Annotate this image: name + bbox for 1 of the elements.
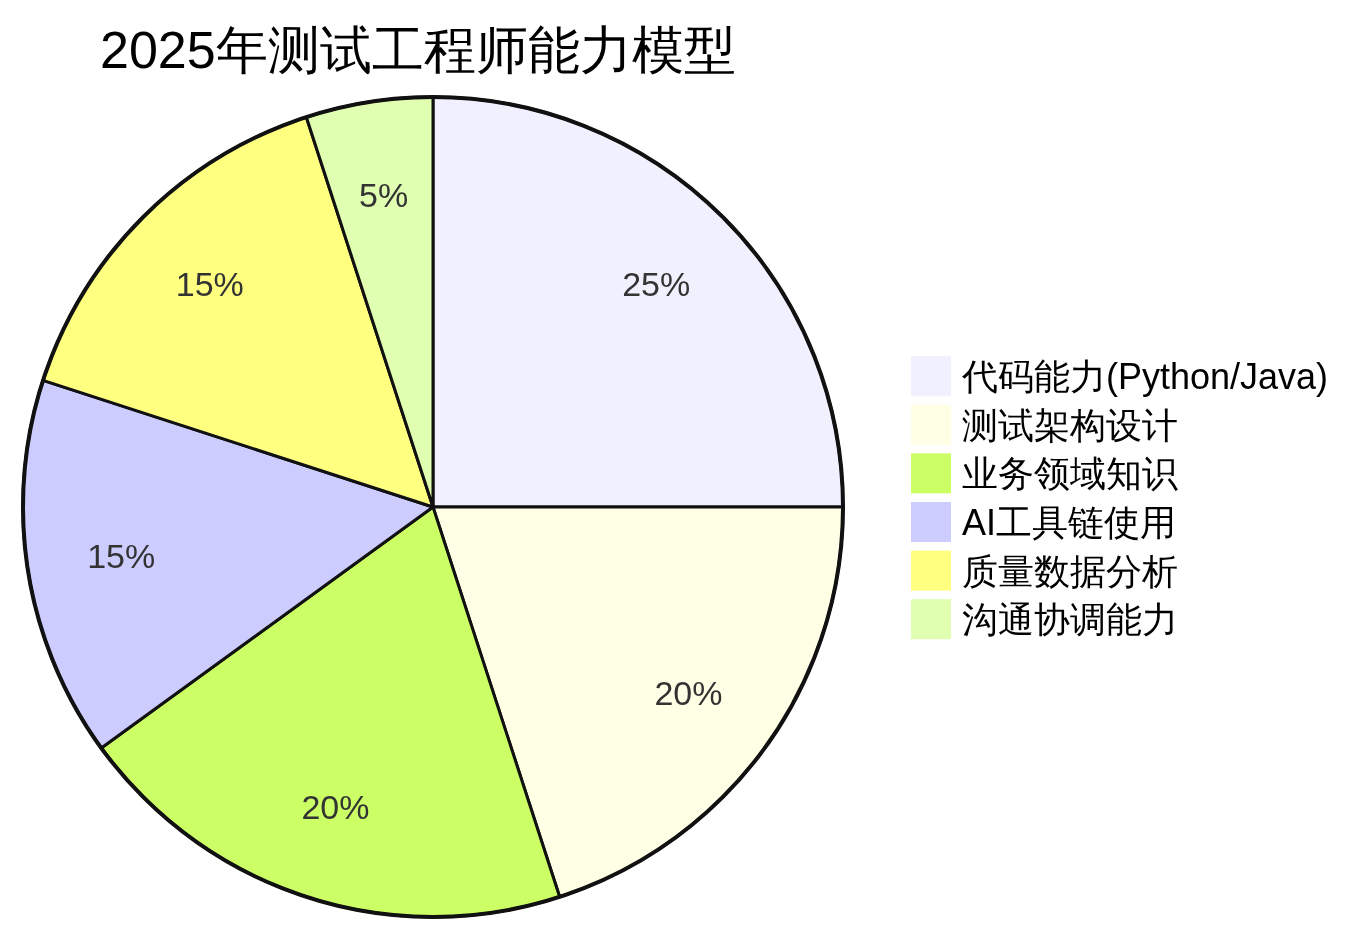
title: 2025年测试工程师能力模型 [100, 21, 736, 79]
